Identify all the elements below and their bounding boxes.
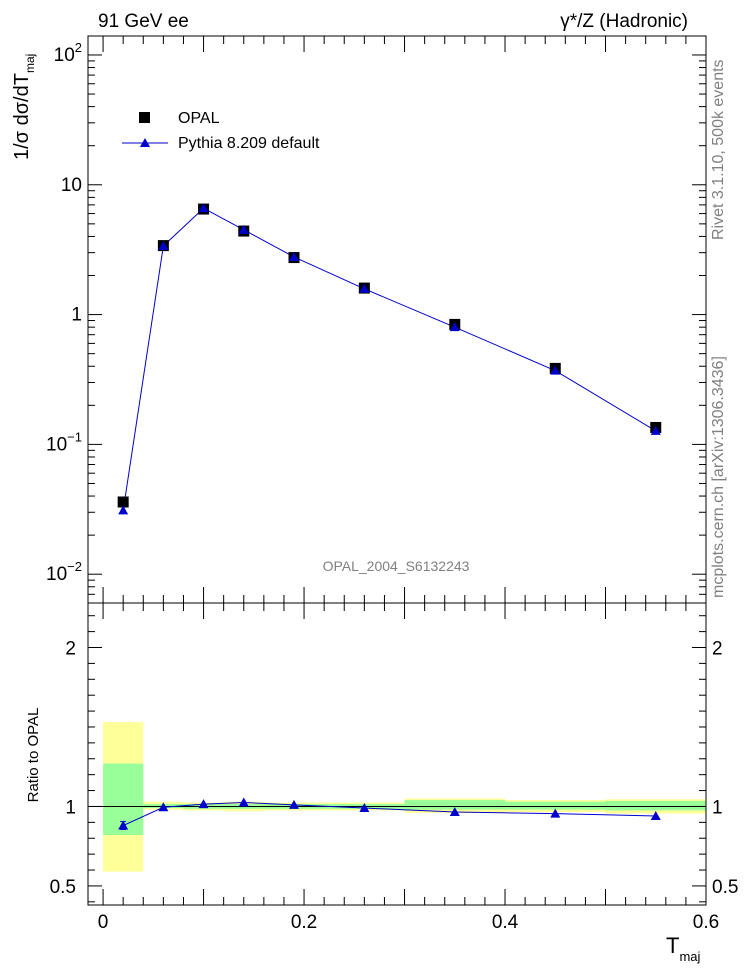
xlabel-sub: maj [679,949,700,964]
side-label-lower: mcplots.cern.ch [arXiv:1306.3436] [710,356,727,598]
ratio-point [118,820,129,830]
ratio-point [289,799,299,809]
ratio-point [359,803,370,813]
mc-point [289,251,299,261]
main-ytick-label: 10−1 [46,429,82,455]
ratio-ytick-label-left: 0.5 [50,877,76,898]
legend: OPAL Pythia 8.209 default [122,110,320,152]
ratio-point [158,802,169,812]
ratio-frame [87,602,707,906]
mc-line [122,207,657,511]
mc-point [118,505,129,515]
main-ytick-label: 10−2 [46,559,82,585]
main-ytick-label: 10 [61,175,82,196]
side-label-upper: Rivet 3.1.10, 500k events [710,59,727,240]
main-ylabel-text: 1/σ dσ/dT [11,73,33,160]
ratio-point [550,808,561,818]
main-ylabel-sub: maj [23,54,37,73]
legend-marker-opal [139,112,150,123]
main-ylabel: 1/σ dσ/dTmaj [11,54,37,160]
ratio-point [198,799,209,809]
ratio-band-inner [505,801,606,810]
header-left: 91 GeV ee [98,11,189,32]
legend-label-opal: OPAL [178,110,220,127]
legend-label-pythia: Pythia 8.209 default [178,135,320,152]
watermark: OPAL_2004_S6132243 [323,558,470,574]
xtick-label: 0.2 [291,912,317,933]
ratio-point [238,797,249,807]
ratio-band-inner [404,800,506,810]
main-ytick-label: 102 [54,40,82,66]
mc-point [550,365,561,375]
mc-point [359,283,370,293]
mc-point [449,322,460,332]
svg-text:1/σ dσ/dTmaj: 1/σ dσ/dTmaj [11,54,37,160]
mc-point [158,240,169,250]
ratio-ytick-label-right: 1 [712,797,723,818]
data-point [117,496,129,508]
ratio-ytick-label-left: 1 [65,797,76,818]
xtick-label: 0.6 [693,912,719,933]
ratio-band-inner [605,800,706,811]
ratio-ytick-label-right: 0.5 [712,877,738,898]
legend-marker-pythia [140,138,150,147]
ratio-panel: 0.5 0.5 1 1 2 2 0 0.2 0.4 0.6 Ratio to OPAL Tmaj [25,602,738,964]
main-ytick-label: 1 [71,305,82,326]
header-right: γ*/Z (Hadronic) [560,11,688,32]
mc-point [238,224,249,234]
main-panel: 10−2 10−1 1 10 102 OPAL_2004_S6132243 1/σ dσ… [11,35,707,604]
xlabel: Tmaj [666,933,701,964]
xtick-label: 0.4 [492,912,519,933]
ratio-ylabel: Ratio to OPAL [25,708,42,803]
mc-point [650,425,661,435]
xlabel-text: T [666,933,679,958]
ratio-ytick-label-left: 2 [65,639,76,660]
mc-point [198,203,209,213]
ratio-ytick-label-right: 2 [712,639,723,660]
ratio-point [449,807,460,817]
xtick-label: 0 [98,912,109,933]
ratio-point [650,810,661,820]
